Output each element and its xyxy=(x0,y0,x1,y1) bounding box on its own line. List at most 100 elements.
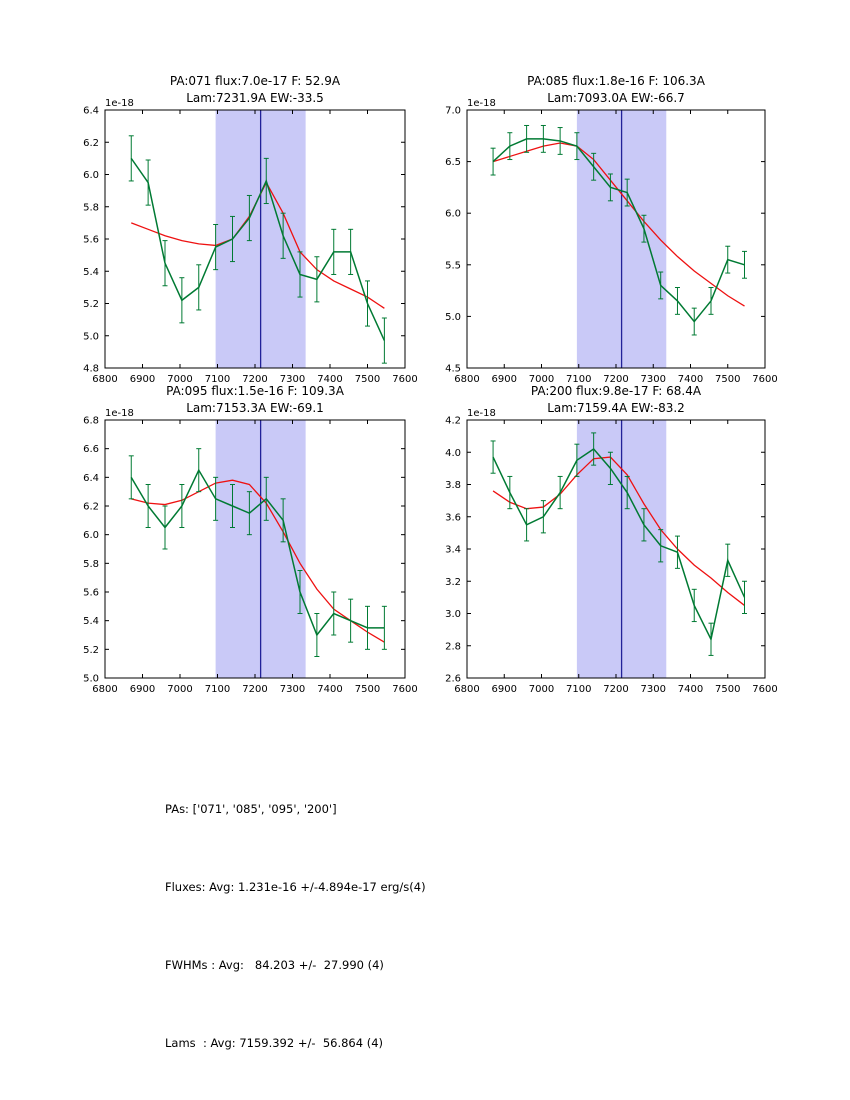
x-tick-label: 7500 xyxy=(715,684,740,695)
x-tick-label: 6800 xyxy=(92,684,117,695)
summary-line-fwhms: FWHMs : Avg: 84.203 +/- 27.990 (4) xyxy=(165,958,384,972)
y-tick-label: 5.0 xyxy=(83,331,99,342)
y-tick-label: 2.6 xyxy=(445,674,461,685)
summary-line-lams: Lams : Avg: 7159.392 +/- 56.864 (4) xyxy=(165,1036,384,1050)
x-tick-label: 7600 xyxy=(752,374,777,385)
y-axis-offset-label: 1e-18 xyxy=(105,408,134,419)
y-tick-label: 6.0 xyxy=(83,170,99,181)
x-tick-label: 7000 xyxy=(167,684,192,695)
y-tick-label: 6.4 xyxy=(83,473,99,484)
x-tick-label: 7500 xyxy=(715,374,740,385)
data-curve xyxy=(492,448,746,642)
x-tick-label: 7200 xyxy=(603,684,628,695)
x-tick-label: 7000 xyxy=(167,374,192,385)
x-tick-label: 7200 xyxy=(242,684,267,695)
y-tick-label: 3.2 xyxy=(445,577,461,588)
plot-pa071: 6800 6900 7000 7100 7200 7300 7400 7500 7600 4.8 5… xyxy=(83,98,418,385)
y-axis-offset-label: 1e-18 xyxy=(467,98,496,109)
y-tick-label: 3.0 xyxy=(445,609,461,620)
y-axis-offset-label: 1e-18 xyxy=(467,408,496,419)
x-tick-label: 7600 xyxy=(752,684,777,695)
x-tick-label: 7400 xyxy=(678,684,703,695)
y-tick-label: 2.8 xyxy=(445,641,461,652)
y-tick-label: 3.8 xyxy=(445,480,461,491)
data-curve xyxy=(492,138,745,323)
y-tick-label: 5.4 xyxy=(83,616,99,627)
y-tick-label: 3.4 xyxy=(445,545,461,556)
x-tick-label: 7000 xyxy=(529,684,554,695)
y-tick-label: 5.8 xyxy=(83,559,99,570)
chart-title-line2: Lam:7093.0A EW:-66.7 xyxy=(547,91,685,105)
summary-text: PAs: ['071', '085', '095', '200'] Fluxes… xyxy=(165,744,426,1100)
y-tick-label: 5.4 xyxy=(83,267,99,278)
chart-title-line1: PA:200 flux:9.8e-17 F: 68.4A xyxy=(530,384,702,398)
y-axis-offset-label: 1e-18 xyxy=(105,98,134,109)
x-tick-label: 7100 xyxy=(205,374,230,385)
x-tick-label: 6900 xyxy=(130,374,155,385)
y-tick-label: 5.5 xyxy=(445,260,461,271)
x-tick-label: 7300 xyxy=(280,374,305,385)
chart-title-pa200: PA:200 flux:9.8e-17 F: 68.4A Lam:7159.4A… xyxy=(467,383,765,417)
x-tick-label: 7400 xyxy=(317,684,342,695)
y-tick-label: 6.4 xyxy=(83,106,99,117)
x-tick-label: 7500 xyxy=(355,374,380,385)
x-tick-label: 7100 xyxy=(566,684,591,695)
y-tick-label: 5.8 xyxy=(83,202,99,213)
y-tick-label: 7.0 xyxy=(445,106,461,117)
x-tick-label: 6800 xyxy=(92,374,117,385)
y-tick-label: 5.2 xyxy=(83,645,99,656)
y-tick-label: 4.0 xyxy=(445,448,461,459)
y-tick-label: 5.6 xyxy=(83,588,99,599)
model-curve xyxy=(492,456,745,606)
y-tick-label: 6.6 xyxy=(83,444,99,455)
y-tick-label: 6.2 xyxy=(83,138,99,149)
y-tick-label: 5.2 xyxy=(83,299,99,310)
x-tick-label: 7000 xyxy=(529,374,554,385)
y-tick-label: 6.8 xyxy=(83,416,99,427)
model-curve xyxy=(131,479,385,643)
plot-pa200: 6800 6900 7000 7100 7200 7300 7400 7500 7600 2.6 2… xyxy=(445,408,778,695)
plot-pa085: 6800 6900 7000 7100 7200 7300 7400 7500 7600 4.5 5… xyxy=(445,98,778,385)
x-tick-label: 7600 xyxy=(392,684,417,695)
x-tick-label: 7300 xyxy=(641,684,666,695)
chart-title-line1: PA:071 flux:7.0e-17 F: 52.9A xyxy=(169,74,341,88)
chart-title-pa095: PA:095 flux:1.5e-16 F: 109.3A Lam:7153.3… xyxy=(105,383,405,417)
x-tick-label: 7200 xyxy=(242,374,267,385)
x-tick-label: 6800 xyxy=(454,684,479,695)
chart-title-line1: PA:085 flux:1.8e-16 F: 106.3A xyxy=(527,74,705,88)
y-tick-label: 6.0 xyxy=(83,530,99,541)
x-tick-label: 6800 xyxy=(454,374,479,385)
x-tick-label: 7300 xyxy=(280,684,305,695)
plot-pa095: 6800 6900 7000 7100 7200 7300 7400 7500 7600 5.0 5… xyxy=(83,408,418,695)
x-tick-label: 6900 xyxy=(492,374,517,385)
y-tick-label: 6.0 xyxy=(445,209,461,220)
summary-line-fluxes: Fluxes: Avg: 1.231e-16 +/-4.894e-17 erg/… xyxy=(165,880,426,894)
data-curve xyxy=(130,468,385,637)
y-tick-label: 6.5 xyxy=(445,157,461,168)
chart-title-pa085: PA:085 flux:1.8e-16 F: 106.3A Lam:7093.0… xyxy=(467,73,765,107)
y-tick-label: 5.0 xyxy=(445,312,461,323)
chart-title-line2: Lam:7159.4A EW:-83.2 xyxy=(547,401,685,415)
chart-title-line2: Lam:7153.3A EW:-69.1 xyxy=(186,401,324,415)
x-tick-label: 7100 xyxy=(566,374,591,385)
x-tick-label: 6900 xyxy=(130,684,155,695)
y-tick-label: 5.0 xyxy=(83,674,99,685)
x-tick-label: 7400 xyxy=(317,374,342,385)
chart-title-pa071: PA:071 flux:7.0e-17 F: 52.9A Lam:7231.9A… xyxy=(105,73,405,107)
y-tick-label: 4.8 xyxy=(83,364,99,375)
x-tick-label: 6900 xyxy=(492,684,517,695)
chart-title-line2: Lam:7231.9A EW:-33.5 xyxy=(186,91,324,105)
summary-line-pas: PAs: ['071', '085', '095', '200'] xyxy=(165,802,337,816)
y-tick-label: 5.6 xyxy=(83,235,99,246)
x-tick-label: 7400 xyxy=(678,374,703,385)
chart-title-line1: PA:095 flux:1.5e-16 F: 109.3A xyxy=(166,384,344,398)
y-tick-label: 3.6 xyxy=(445,512,461,523)
y-tick-label: 4.5 xyxy=(445,364,461,375)
x-tick-label: 7100 xyxy=(205,684,230,695)
x-tick-label: 7300 xyxy=(641,374,666,385)
data-curve xyxy=(130,157,386,341)
x-tick-label: 7500 xyxy=(355,684,380,695)
x-tick-label: 7600 xyxy=(392,374,417,385)
y-tick-label: 6.2 xyxy=(83,502,99,513)
